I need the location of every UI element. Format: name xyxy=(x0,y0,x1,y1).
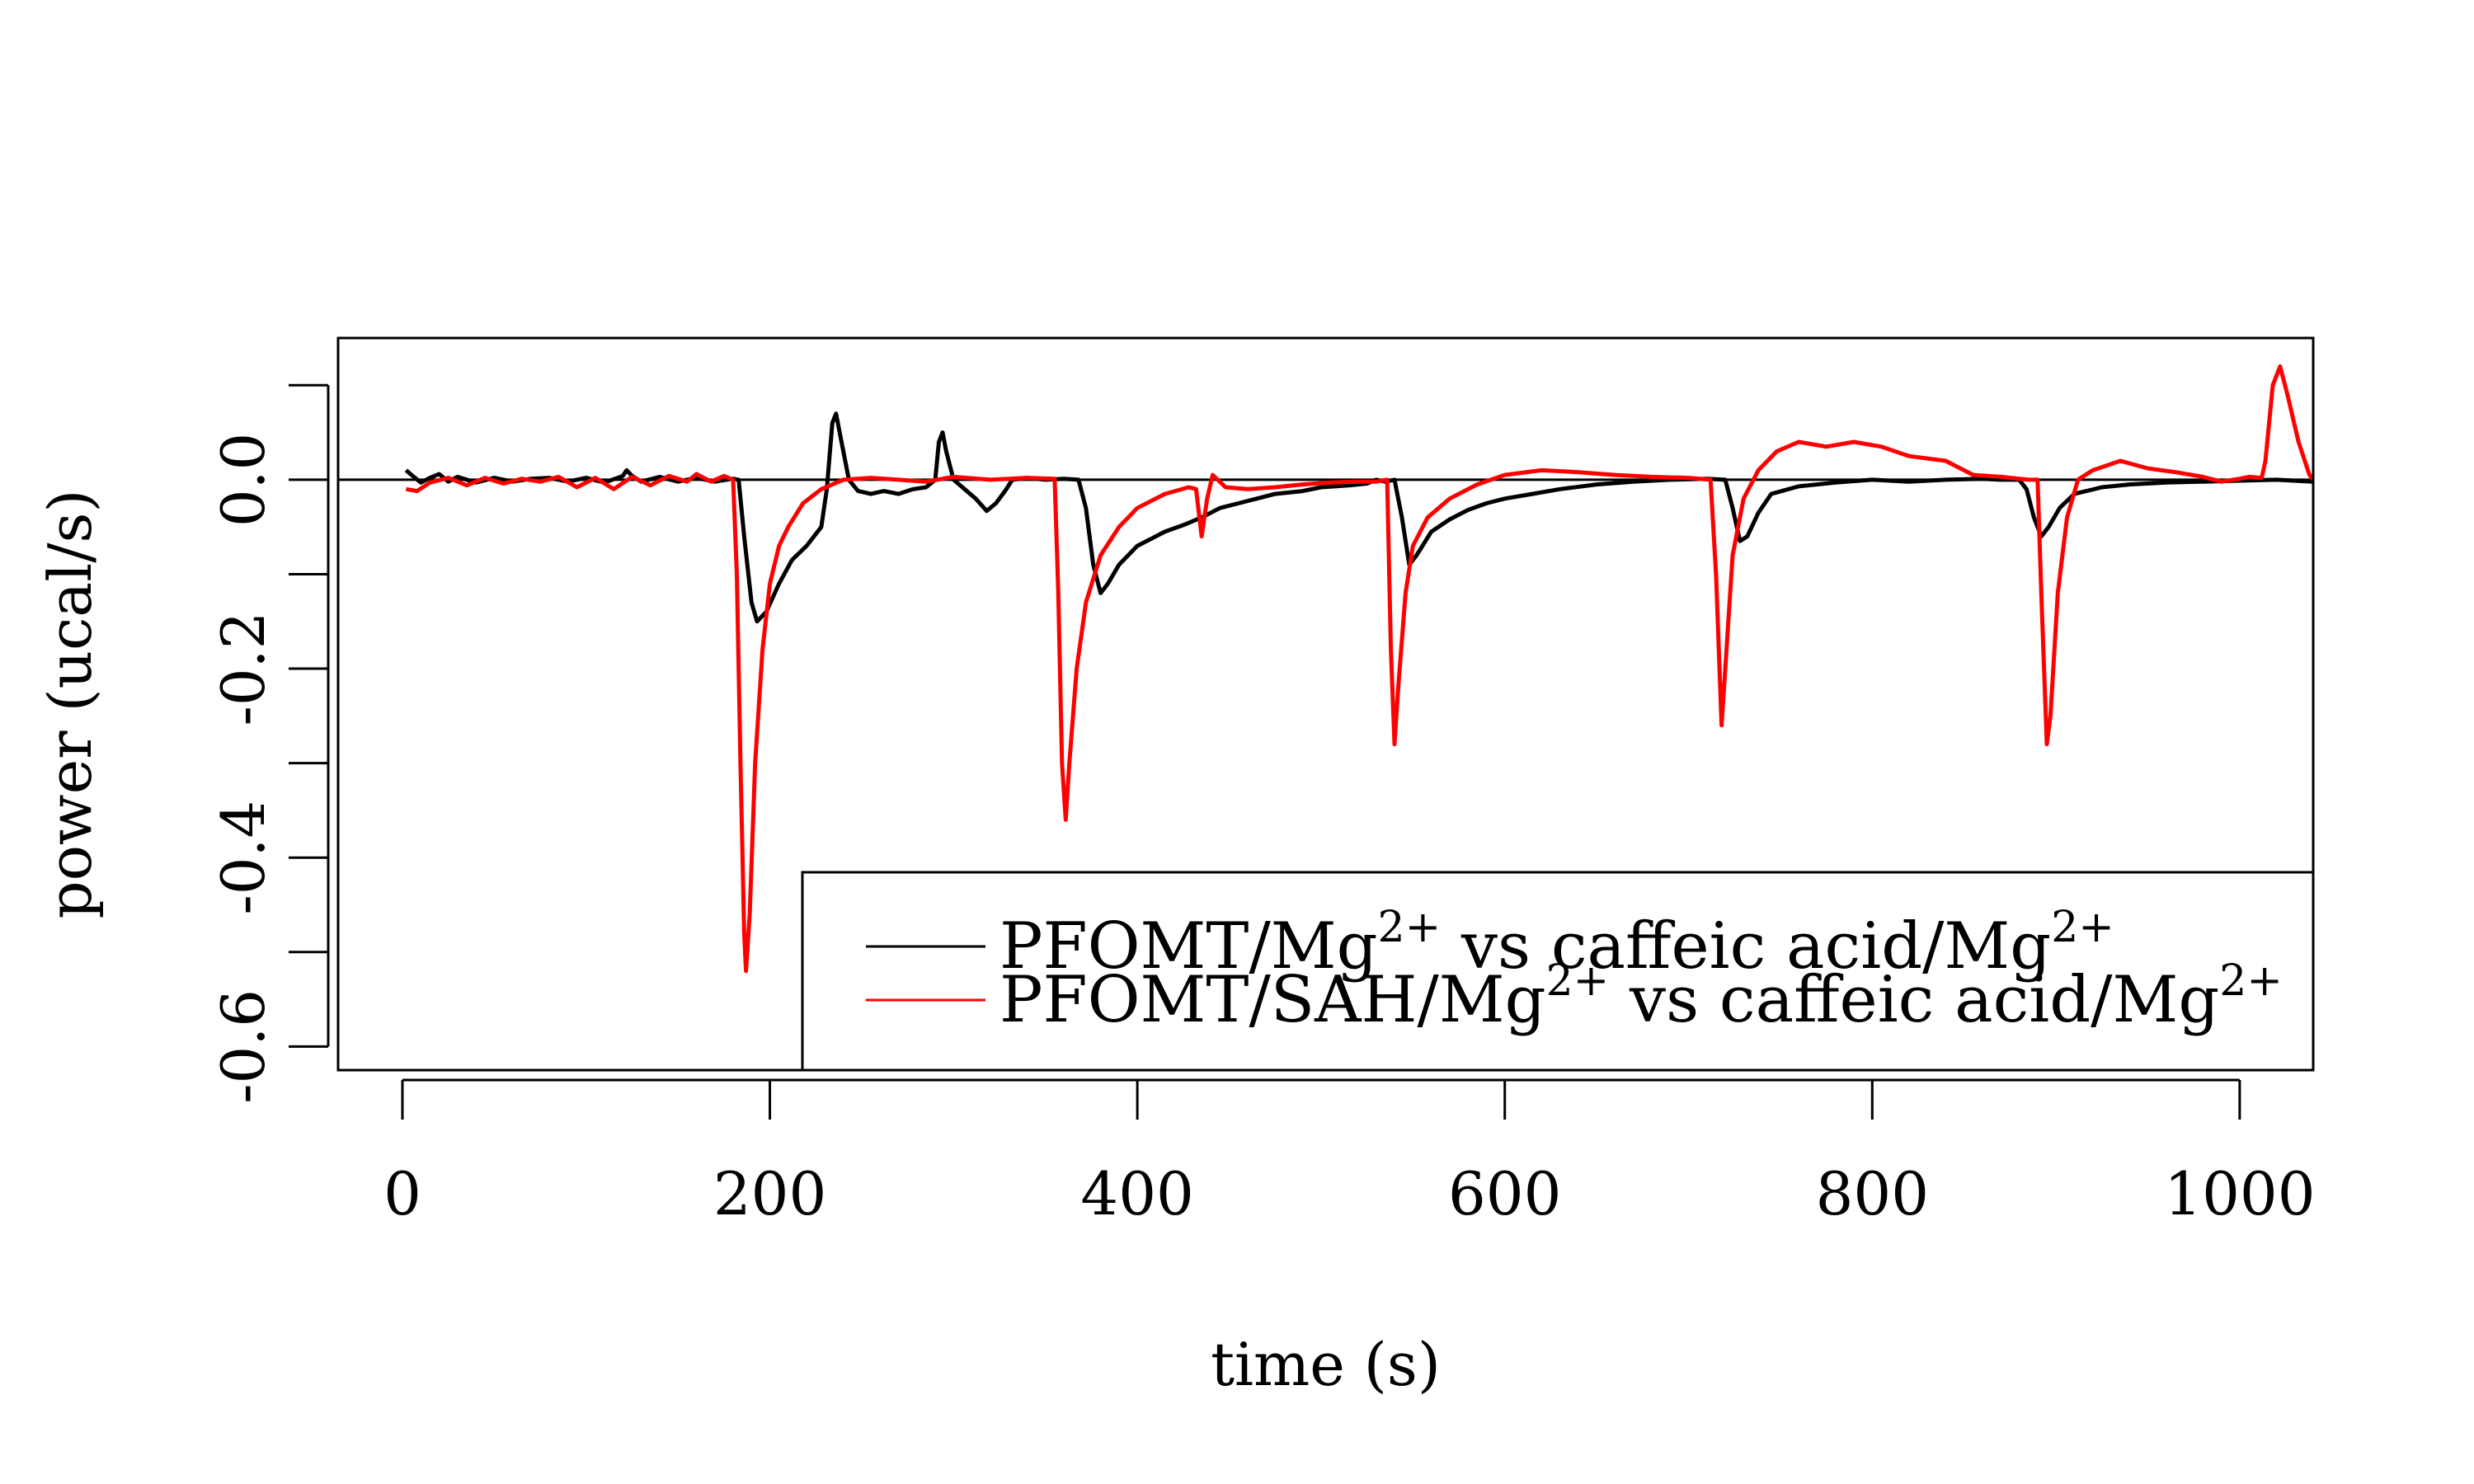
legend-label-2: PFOMT/SAH/Mg2+ vs caffeic acid/Mg2+ xyxy=(999,956,2283,1037)
y-tick-label: -0.6 xyxy=(209,989,278,1104)
x-axis-label: time (s) xyxy=(1211,1330,1441,1399)
x-tick-label: 600 xyxy=(1448,1159,1561,1228)
y-tick-label: 0.0 xyxy=(209,433,278,528)
series-line-2 xyxy=(405,364,2315,974)
legend-text-part: 2+ xyxy=(1546,956,1610,1006)
x-tick-label: 0 xyxy=(383,1159,421,1228)
legend-text-part: 2+ xyxy=(1378,903,1442,952)
legend-text-part: PFOMT/SAH/Mg xyxy=(999,963,1546,1037)
x-tick-label: 400 xyxy=(1080,1159,1193,1228)
y-tick-label: -0.4 xyxy=(209,801,278,915)
x-tick-label: 1000 xyxy=(2164,1159,2315,1228)
legend-text-part: vs caffeic acid/Mg xyxy=(1609,963,2219,1037)
x-axis: 0 200 400 600 800 1000 xyxy=(383,1078,2316,1228)
legend-text-part: vs caffeic acid/Mg xyxy=(1441,909,2051,984)
x-tick-label: 800 xyxy=(1816,1159,1929,1228)
y-axis: -0.6 -0.4 -0.2 0.0 xyxy=(209,383,330,1104)
legend-text-part: 2+ xyxy=(2051,903,2114,952)
series-layer xyxy=(404,364,2315,974)
x-tick-label: 200 xyxy=(713,1159,826,1228)
series-line-1 xyxy=(404,411,2314,624)
legend: PFOMT/Mg2+ vs caffeic acid/Mg2+PFOMT/SAH… xyxy=(801,871,2315,1072)
legend-text-part: 2+ xyxy=(2219,956,2283,1006)
legend-box xyxy=(801,871,2315,1072)
legend-text-part: PFOMT/Mg xyxy=(999,909,1378,984)
y-axis-label: power (ucal/s) xyxy=(35,489,105,918)
y-tick-label: -0.2 xyxy=(209,612,278,726)
legend-label-1: PFOMT/Mg2+ vs caffeic acid/Mg2+ xyxy=(999,903,2114,984)
